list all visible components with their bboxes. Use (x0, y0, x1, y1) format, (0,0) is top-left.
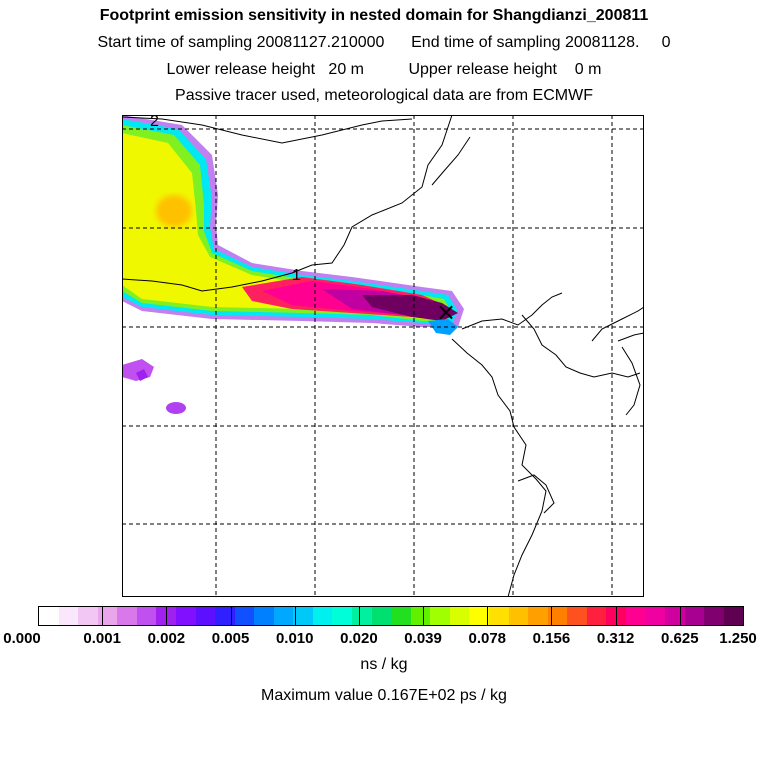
color-swatch (352, 607, 372, 625)
color-swatch (508, 607, 529, 625)
color-swatch (156, 607, 176, 625)
legend-unit: ns / kg (360, 656, 408, 673)
color-swatch (723, 607, 744, 625)
color-swatch (645, 607, 665, 625)
color-swatch (567, 607, 587, 625)
color-scale-tick (679, 606, 681, 626)
color-scale-label: 0.020 (340, 630, 378, 647)
color-scale-tick (487, 606, 489, 626)
color-scale-tick (551, 606, 553, 626)
color-scale-tick (615, 606, 617, 626)
map-border (122, 115, 644, 597)
plot-title: Footprint emission sensitivity in nested… (99, 7, 649, 24)
color-swatch (175, 607, 196, 625)
maximum-value-text: Maximum value 0.167E+02 ps / kg (261, 687, 507, 704)
color-scale-tick (230, 606, 232, 626)
color-scale-label: 0.078 (468, 630, 507, 647)
color-scale-label: 0.000 (3, 630, 41, 647)
color-swatch (488, 607, 509, 625)
color-swatch (625, 607, 646, 625)
color-scale-label: 0.156 (532, 630, 571, 647)
color-swatch (39, 607, 59, 625)
color-scale-label: 0.005 (211, 630, 250, 647)
footprint-plume (122, 115, 464, 414)
color-swatch (215, 607, 235, 625)
color-scale-label: 0.001 (83, 630, 121, 647)
color-swatch (528, 607, 548, 625)
map-label-2: 2 (150, 115, 159, 130)
color-swatch (586, 607, 607, 625)
color-scale-label: 0.010 (275, 630, 314, 647)
tracer-info-line: Passive tracer used, meteorological data… (175, 87, 593, 104)
color-swatch (234, 607, 255, 625)
color-swatch (547, 607, 568, 625)
color-swatch (332, 607, 352, 625)
map-label-1: 1 (292, 267, 301, 284)
color-scale-label: 0.625 (661, 630, 699, 647)
color-swatch (704, 607, 724, 625)
color-swatch (410, 607, 431, 625)
color-swatch (684, 607, 705, 625)
color-scale-label: 1.250 (719, 630, 757, 647)
color-scale-tick (166, 606, 168, 626)
color-swatch (391, 607, 411, 625)
color-swatch (293, 607, 313, 625)
color-swatch (449, 607, 470, 625)
color-swatch (117, 607, 137, 625)
color-swatch (58, 607, 79, 625)
color-swatch (195, 607, 216, 625)
release-height-line: Lower release height 20 m Upper release … (166, 61, 602, 78)
color-scale-label: 0.039 (404, 630, 442, 647)
footprint-map: 2 1 × (122, 115, 644, 597)
color-scale-ticks (0, 606, 768, 626)
color-swatch (136, 607, 157, 625)
color-swatch (312, 607, 333, 625)
color-swatch (254, 607, 274, 625)
color-scale-label: 0.312 (596, 630, 635, 647)
color-scale-bar (38, 606, 744, 626)
color-scale-tick (358, 606, 360, 626)
receptor-marker: × (436, 298, 456, 326)
map-gridlines (122, 115, 644, 597)
color-swatch (430, 607, 450, 625)
color-scale-tick (423, 606, 425, 626)
color-swatch (469, 607, 489, 625)
color-swatch (665, 607, 685, 625)
color-swatch (273, 607, 294, 625)
color-swatch (371, 607, 392, 625)
color-scale-tick (294, 606, 296, 626)
coastline (122, 115, 644, 597)
color-swatch (78, 607, 98, 625)
color-scale-tick (102, 606, 104, 626)
sampling-time-line: Start time of sampling 20081127.210000 E… (97, 34, 671, 51)
color-scale-label: 0.002 (147, 630, 186, 647)
